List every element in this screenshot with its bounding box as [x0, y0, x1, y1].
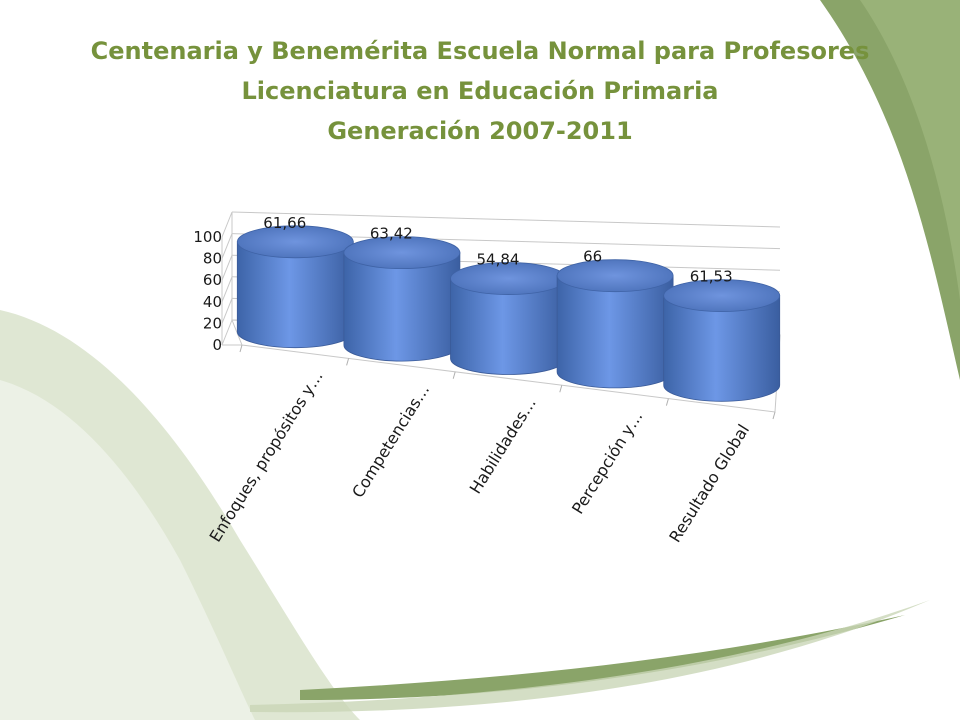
- left-swoosh-inner: [0, 380, 255, 720]
- bar-body: [663, 295, 781, 402]
- x-tick-mark: [452, 371, 456, 379]
- bar: 61,66: [236, 214, 354, 349]
- title-line-1: Centenaria y Benemérita Escuela Normal p…: [90, 37, 870, 65]
- bar: 61,53: [663, 268, 781, 402]
- side-gridline: [221, 211, 233, 238]
- x-tick-mark: [772, 411, 776, 420]
- side-gridline: [221, 276, 233, 302]
- side-gridline: [221, 319, 233, 346]
- y-tick-label: 80: [203, 250, 222, 268]
- bar: 63,42: [343, 225, 461, 362]
- data-label: 54,84: [477, 251, 520, 269]
- side-gridline: [221, 233, 233, 259]
- bar-top: [556, 259, 674, 293]
- x-category-label: Habilidades…: [466, 394, 540, 497]
- x-category-label: Resultado Global: [665, 421, 753, 546]
- bar-top: [343, 236, 461, 270]
- bottom-swoosh-light: [250, 600, 930, 713]
- x-tick-mark: [239, 344, 243, 353]
- x-category-label: Competencias…: [348, 381, 433, 501]
- bottom-swoosh: [300, 615, 905, 700]
- bar: 54,84: [450, 251, 567, 375]
- data-label: 66: [583, 248, 602, 266]
- y-tick-label: 100: [193, 228, 222, 246]
- y-tick-label: 60: [203, 271, 222, 289]
- bar: 66: [556, 248, 674, 389]
- bar-body: [556, 275, 674, 389]
- bar-top: [236, 225, 354, 259]
- y-axis: 0 20 40 60 80 100: [193, 228, 222, 354]
- x-category-label: Percepción y…: [568, 407, 646, 517]
- gridline: [231, 211, 781, 228]
- y-tick-label: 0: [212, 336, 222, 354]
- x-category-label: Enfoques, propósitos y…: [206, 367, 327, 545]
- title-line-3: Generación 2007-2011: [327, 117, 633, 145]
- side-gridline: [221, 298, 233, 324]
- title-line-2: Licenciatura en Educación Primaria: [241, 77, 719, 105]
- data-label: 61,66: [263, 214, 306, 232]
- top-right-swoosh-highlight: [860, 0, 960, 300]
- side-gridline: [221, 255, 233, 281]
- y-tick-label: 20: [203, 314, 222, 332]
- x-tick-mark: [559, 385, 563, 393]
- bar-top: [663, 279, 781, 312]
- y-tick-label: 40: [203, 293, 222, 311]
- x-tick-mark: [346, 358, 350, 366]
- bar-series: 61,66 63,42 54,84 66 61,53: [236, 214, 781, 402]
- data-label: 63,42: [370, 225, 413, 243]
- data-label: 61,53: [690, 268, 733, 286]
- x-tick-mark: [665, 398, 669, 406]
